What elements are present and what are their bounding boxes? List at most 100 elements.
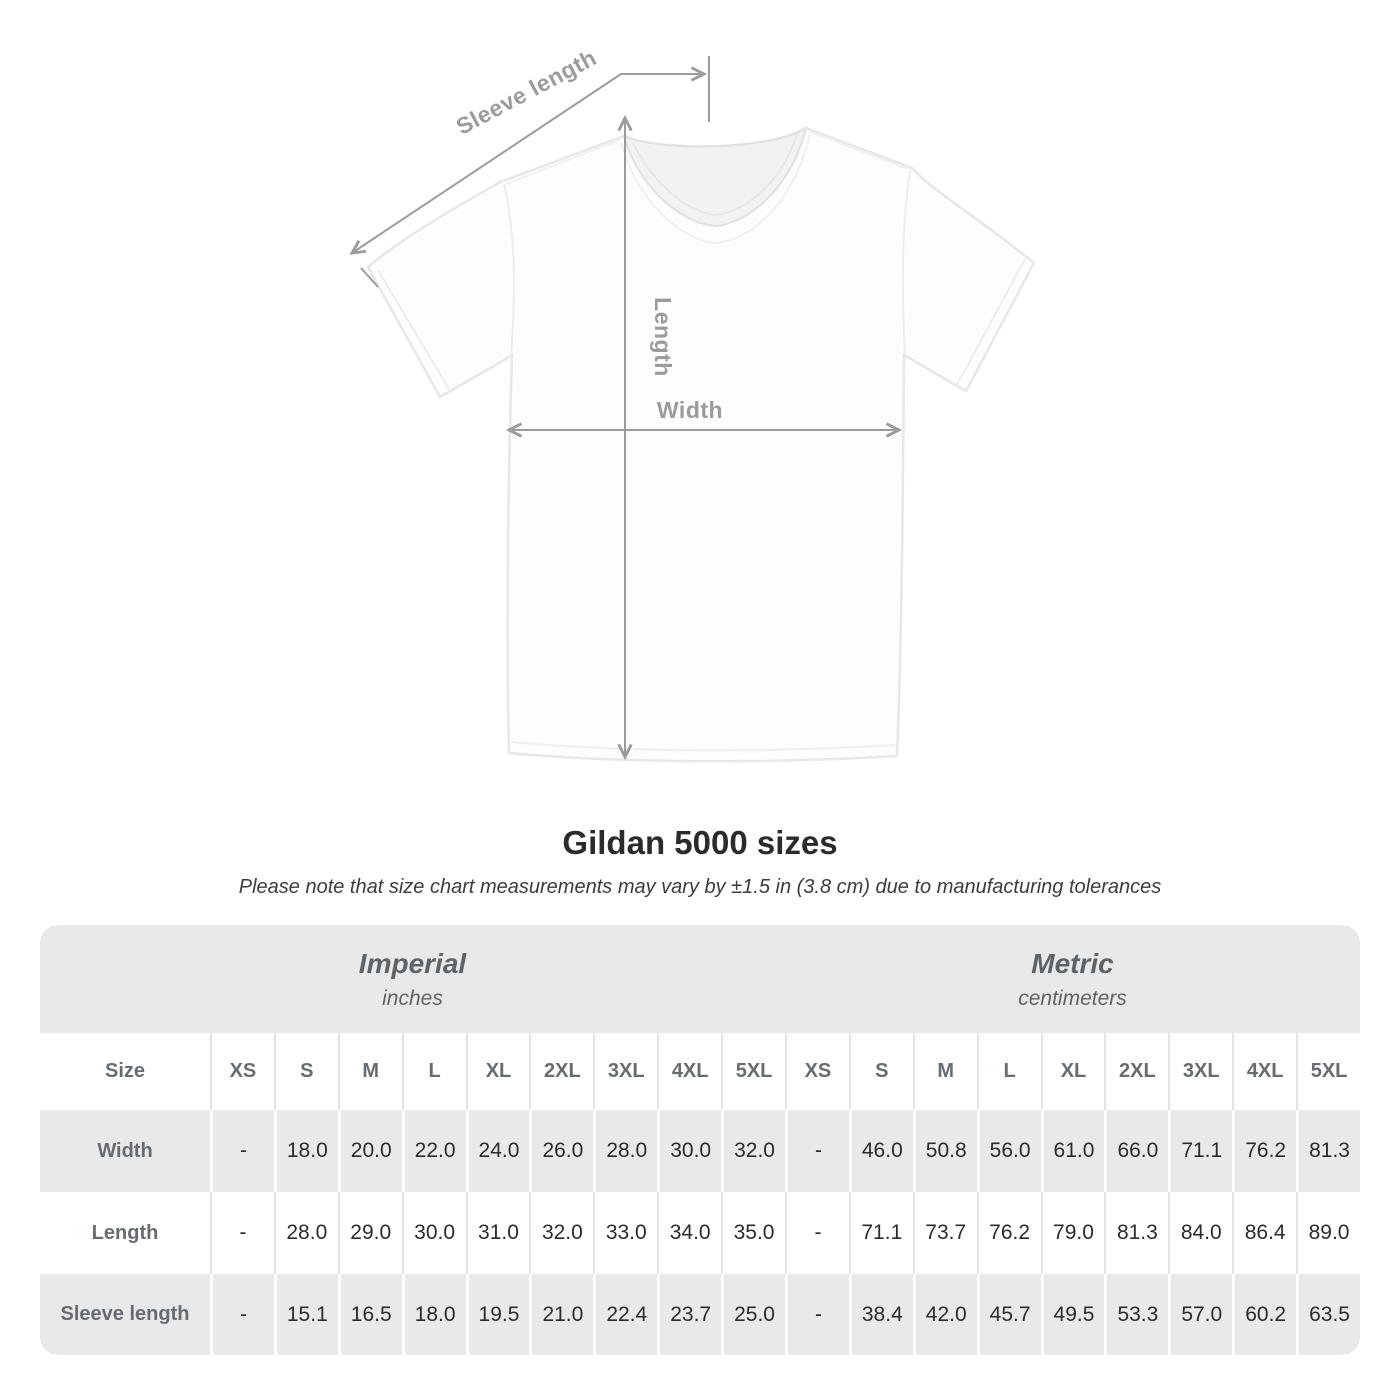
metric-section-header: Metric centimeters [785, 925, 1360, 1033]
page-title: Gildan 5000 sizes [562, 824, 838, 861]
column-header-imperial-5xl: 5XL [721, 1033, 785, 1110]
column-header-metric-m: M [912, 1033, 977, 1110]
value-cell-imperial: 18.0 [273, 1110, 338, 1192]
column-header-metric-s: S [848, 1033, 913, 1110]
value-cell-imperial: 29.0 [337, 1192, 402, 1274]
column-header-metric-l: L [976, 1033, 1041, 1110]
column-header-imperial-l: L [401, 1033, 466, 1110]
row-label: Width [40, 1110, 210, 1192]
value-cell-imperial: 15.1 [273, 1274, 338, 1355]
value-cell-metric: - [785, 1274, 849, 1355]
value-cell-imperial: 31.0 [465, 1192, 530, 1274]
value-cell-imperial: - [210, 1110, 274, 1192]
value-cell-metric: 42.0 [912, 1274, 977, 1355]
value-cell-imperial: 16.5 [337, 1274, 402, 1355]
value-cell-metric: 49.5 [1040, 1274, 1105, 1355]
value-cell-imperial: 35.0 [721, 1192, 785, 1274]
value-cell-metric: 79.0 [1040, 1192, 1105, 1274]
value-cell-metric: 53.3 [1104, 1274, 1169, 1355]
value-cell-metric: 81.3 [1296, 1110, 1360, 1192]
value-cell-metric: - [785, 1110, 849, 1192]
value-cell-imperial: 23.7 [657, 1274, 722, 1355]
value-cell-metric: 84.0 [1168, 1192, 1232, 1274]
value-cell-metric: 86.4 [1232, 1192, 1296, 1274]
value-cell-imperial: 21.0 [529, 1274, 594, 1355]
cuff-stitch-right [956, 258, 1026, 386]
column-header-metric-5xl: 5XL [1296, 1033, 1360, 1110]
tshirt-illustration [366, 125, 1036, 763]
value-cell-metric: 73.7 [912, 1192, 977, 1274]
imperial-units: inches [382, 986, 443, 1010]
column-header-imperial-2xl: 2XL [529, 1033, 593, 1110]
value-cell-imperial: 26.0 [529, 1110, 594, 1192]
value-cell-metric: 76.2 [1232, 1110, 1297, 1192]
column-header-metric-xs: XS [785, 1033, 849, 1110]
sleeve-seam-right [901, 169, 911, 357]
value-cell-metric: 61.0 [1040, 1110, 1105, 1192]
imperial-section-header: Imperial inches [40, 925, 785, 1033]
value-cell-imperial: 28.0 [593, 1110, 658, 1192]
sleeve-extension-line [360, 267, 379, 288]
value-cell-imperial: 19.5 [465, 1274, 530, 1355]
row-label: Length [91, 1221, 159, 1244]
value-cell-imperial: 34.0 [657, 1192, 721, 1274]
metric-title: Metric [1031, 947, 1114, 979]
column-header-metric-3xl: 3XL [1168, 1033, 1232, 1110]
row-label: Sleeve length [40, 1274, 210, 1355]
value-cell-imperial: 24.0 [465, 1110, 530, 1192]
value-cell-imperial: 18.0 [401, 1274, 466, 1355]
column-header-imperial-3xl: 3XL [593, 1033, 657, 1110]
size-header-cell: Size [104, 1060, 146, 1082]
imperial-title: Imperial [358, 947, 467, 979]
value-cell-metric: 63.5 [1296, 1274, 1360, 1355]
value-cell-metric: 76.2 [976, 1192, 1041, 1274]
column-header-metric-4xl: 4XL [1232, 1033, 1296, 1110]
value-cell-metric: 56.0 [976, 1110, 1041, 1192]
column-header-imperial-4xl: 4XL [657, 1033, 721, 1110]
column-header-imperial-s: S [273, 1033, 338, 1110]
value-cell-metric: 71.1 [848, 1192, 913, 1274]
value-cell-metric: 71.1 [1168, 1110, 1233, 1192]
value-cell-metric: 38.4 [848, 1274, 913, 1355]
value-cell-imperial: 30.0 [401, 1192, 466, 1274]
value-cell-metric: - [785, 1192, 849, 1274]
value-cell-imperial: 30.0 [657, 1110, 722, 1192]
value-cell-metric: 50.8 [912, 1110, 977, 1192]
value-cell-metric: 57.0 [1168, 1274, 1233, 1355]
width-label: Width [657, 397, 723, 423]
value-cell-imperial: 25.0 [721, 1274, 785, 1355]
shirt-measurement-diagram: Sleeve length Length Width [0, 44, 1036, 763]
metric-units: centimeters [1018, 986, 1127, 1010]
size-chart-table: Imperial inches Metric centimeters Size X… [40, 925, 1360, 1355]
column-header-imperial-xl: XL [465, 1033, 530, 1110]
value-cell-metric: 89.0 [1296, 1192, 1360, 1274]
value-cell-metric: 66.0 [1104, 1110, 1169, 1192]
value-cell-imperial: 22.0 [401, 1110, 466, 1192]
value-cell-metric: 60.2 [1232, 1274, 1297, 1355]
column-header-imperial-xs: XS [210, 1033, 274, 1110]
value-cell-imperial: - [210, 1192, 274, 1274]
value-cell-imperial: 28.0 [273, 1192, 338, 1274]
page-subtitle: Please note that size chart measurements… [238, 876, 1162, 898]
value-cell-imperial: 32.0 [721, 1110, 785, 1192]
value-cell-imperial: 22.4 [593, 1274, 658, 1355]
cuff-stitch-left [377, 269, 450, 390]
value-cell-imperial: 33.0 [593, 1192, 657, 1274]
sleeve-length-label: Sleeve length [452, 44, 601, 140]
shoulder-seam-right [809, 131, 909, 170]
value-cell-imperial: 32.0 [529, 1192, 593, 1274]
column-header-metric-2xl: 2XL [1104, 1033, 1168, 1110]
value-cell-metric: 46.0 [848, 1110, 913, 1192]
length-label: Length [650, 297, 676, 377]
value-cell-metric: 45.7 [976, 1274, 1041, 1355]
value-cell-metric: 81.3 [1104, 1192, 1168, 1274]
value-cell-imperial: - [210, 1274, 274, 1355]
value-cell-imperial: 20.0 [337, 1110, 402, 1192]
column-header-metric-xl: XL [1040, 1033, 1105, 1110]
heading-block: Gildan 5000 sizes Please note that size … [0, 824, 1400, 899]
column-header-imperial-m: M [337, 1033, 402, 1110]
sleeve-length-arrow [352, 74, 704, 253]
tshirt-shape [366, 126, 1036, 763]
hem-stitch [510, 741, 896, 752]
